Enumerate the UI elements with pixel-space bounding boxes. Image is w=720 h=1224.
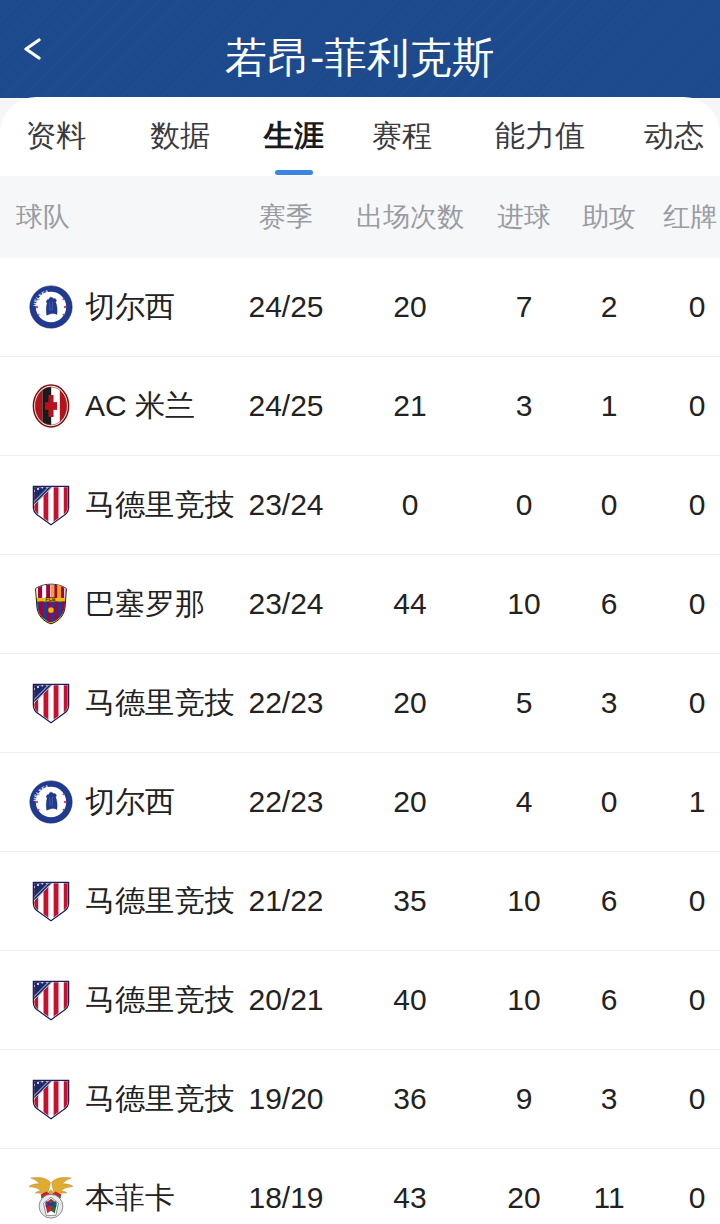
svg-text:FCB: FCB — [46, 597, 56, 602]
